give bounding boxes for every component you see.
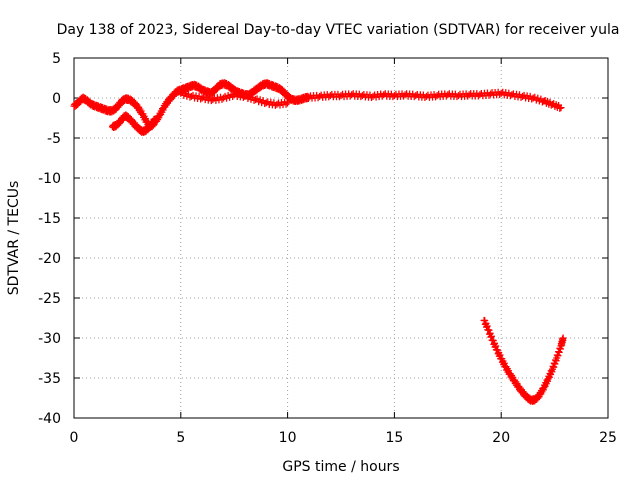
- data-point: [284, 99, 292, 107]
- data-point: [487, 90, 495, 98]
- data-points: [70, 79, 567, 405]
- data-point: [412, 92, 420, 100]
- data-point: [465, 91, 473, 99]
- data-point: [209, 96, 217, 104]
- y-tick-label: -25: [38, 291, 61, 307]
- data-point: [476, 91, 484, 99]
- data-point: [433, 92, 441, 100]
- data-point: [401, 91, 409, 99]
- grid-lines: [74, 58, 608, 418]
- y-tick-label: -5: [47, 131, 61, 147]
- data-point: [337, 92, 345, 100]
- data-point: [273, 100, 281, 108]
- data-point: [444, 91, 452, 99]
- data-point: [348, 91, 356, 99]
- data-point: [151, 115, 159, 123]
- y-tick-label: -15: [38, 211, 61, 227]
- data-point: [557, 104, 565, 112]
- x-tick-labels: 0 5 10 15 20 25: [70, 430, 617, 446]
- y-tick-label: -40: [38, 411, 61, 427]
- y-tick-label: 5: [52, 51, 61, 67]
- data-point: [218, 95, 226, 103]
- y-tick-label: -10: [38, 171, 61, 187]
- y-axis-label: SDTVAR / TECUs: [6, 181, 22, 296]
- x-tick-label: 25: [599, 430, 617, 446]
- data-point: [326, 92, 334, 100]
- data-point: [250, 96, 258, 104]
- data-point: [422, 92, 430, 100]
- y-tick-label: 0: [52, 91, 61, 107]
- x-tick-label: 10: [279, 430, 297, 446]
- x-tick-label: 15: [385, 430, 403, 446]
- x-tick-label: 0: [70, 430, 79, 446]
- y-tick-labels: 5 0 -5 -10 -15 -20 -25 -30 -35 -40: [38, 51, 61, 427]
- data-point: [358, 92, 366, 100]
- x-tick-label: 5: [176, 430, 185, 446]
- data-point: [556, 104, 564, 112]
- y-tick-label: -30: [38, 331, 61, 347]
- chart-title: Day 138 of 2023, Sidereal Day-to-day VTE…: [57, 22, 620, 38]
- data-point: [559, 334, 567, 342]
- x-tick-label: 20: [492, 430, 510, 446]
- x-axis-label: GPS time / hours: [282, 459, 399, 475]
- data-point: [316, 92, 324, 100]
- plot-frame: [73, 57, 609, 419]
- data-point: [369, 92, 377, 100]
- data-point: [454, 92, 462, 100]
- y-tick-label: -20: [38, 251, 61, 267]
- y-tick-label: -35: [38, 371, 61, 387]
- data-point: [390, 92, 398, 100]
- axis-ticks: [73, 57, 609, 419]
- data-point: [282, 100, 290, 108]
- data-point: [305, 93, 313, 101]
- data-point: [380, 91, 388, 99]
